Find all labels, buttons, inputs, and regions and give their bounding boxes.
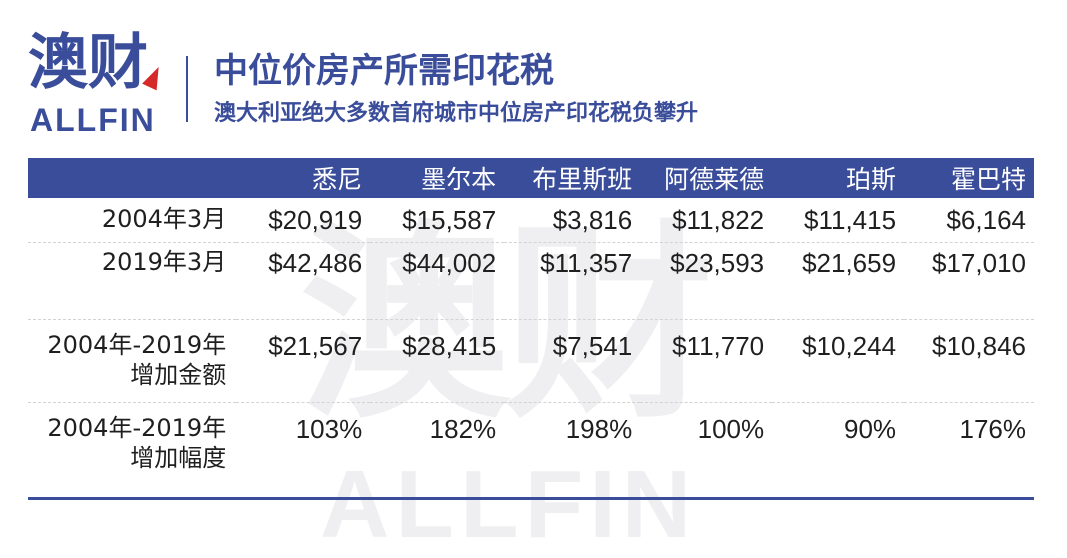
table-row: 2004年-2019年 增加金额 $21,567 $28,415 $7,541 … bbox=[28, 319, 1034, 403]
table-cell: $21,567 bbox=[236, 319, 371, 403]
row-label: 2004年3月 bbox=[28, 198, 237, 243]
table-cell: $17,010 bbox=[904, 242, 1034, 320]
logo-english-text: ALLFIN bbox=[30, 102, 156, 138]
table-cell: 176% bbox=[959, 414, 1027, 444]
table-cell: $11,415 bbox=[772, 198, 905, 243]
header-cell-melbourne: 墨尔本 bbox=[370, 158, 505, 198]
row-label: 2004年-2019年 增加幅度 bbox=[28, 403, 236, 488]
table-cell: $3,816 bbox=[504, 198, 641, 243]
table-cell: $44,002 bbox=[370, 242, 505, 320]
row-label-line1: 2004年-2019年 bbox=[47, 414, 227, 442]
table-cell: $11,357 bbox=[504, 242, 641, 320]
header-cell-brisbane: 布里斯班 bbox=[504, 158, 641, 198]
table-cell: $20,919 bbox=[236, 198, 371, 243]
header-cell-perth: 珀斯 bbox=[772, 158, 905, 198]
row-label-line1: 2004年-2019年 bbox=[47, 331, 227, 359]
table-cell: 90% bbox=[844, 414, 897, 444]
table-cell: $42,486 bbox=[236, 242, 371, 320]
logo-chinese-text: 澳财 bbox=[28, 28, 148, 98]
row-label-line1: 2004年3月 bbox=[101, 205, 227, 233]
stamp-duty-table: 悉尼 墨尔本 布里斯班 阿德莱德 珀斯 霍巴特 2004年3月 $20,919 … bbox=[28, 158, 1034, 487]
table-cell: $11,822 bbox=[640, 198, 773, 243]
table-cell: 198% bbox=[565, 414, 633, 444]
header-cell-hobart: 霍巴特 bbox=[904, 158, 1034, 198]
table-cell: $10,244 bbox=[772, 319, 905, 403]
row-label: 2019年3月 bbox=[28, 242, 237, 320]
header-cell-blank bbox=[28, 158, 237, 198]
table-cell: 100% bbox=[697, 414, 765, 444]
table-cell: $10,846 bbox=[904, 319, 1034, 403]
table-cell: $21,659 bbox=[772, 242, 905, 320]
header-cell-sydney: 悉尼 bbox=[236, 158, 371, 198]
table-cell: $11,770 bbox=[640, 319, 773, 403]
table-bottom-rule bbox=[28, 497, 1034, 500]
allfin-logo: 澳财 ALLFIN bbox=[28, 28, 168, 138]
row-label: 2004年-2019年 增加金额 bbox=[28, 319, 237, 403]
table-cell: $23,593 bbox=[640, 242, 773, 320]
page-subtitle: 澳大利亚绝大多数首府城市中位房产印花税负攀升 bbox=[214, 101, 699, 126]
row-label-line2: 增加金额 bbox=[130, 361, 227, 389]
table-cell: 182% bbox=[429, 414, 497, 444]
table-cell: $6,164 bbox=[904, 198, 1034, 243]
row-label-line2: 增加幅度 bbox=[130, 444, 227, 472]
table-header-row: 悉尼 墨尔本 布里斯班 阿德莱德 珀斯 霍巴特 bbox=[28, 158, 1034, 198]
table-row: 2019年3月 $42,486 $44,002 $11,357 $23,593 … bbox=[28, 242, 1034, 320]
header-divider bbox=[186, 56, 188, 122]
header-cell-adelaide: 阿德莱德 bbox=[640, 158, 773, 198]
table-cell: $28,415 bbox=[370, 319, 505, 403]
row-label-line1: 2019年3月 bbox=[101, 248, 227, 276]
table-cell: $7,541 bbox=[504, 319, 641, 403]
table-row: 2004年3月 $20,919 $15,587 $3,816 $11,822 $… bbox=[28, 198, 1034, 243]
table-row: 2004年-2019年 增加幅度 103% 182% 198% 100% 90%… bbox=[28, 403, 1034, 488]
table-cell: 103% bbox=[295, 414, 363, 444]
table-cell: $15,587 bbox=[370, 198, 505, 243]
page-title: 中位价房产所需印花税 bbox=[214, 51, 554, 91]
